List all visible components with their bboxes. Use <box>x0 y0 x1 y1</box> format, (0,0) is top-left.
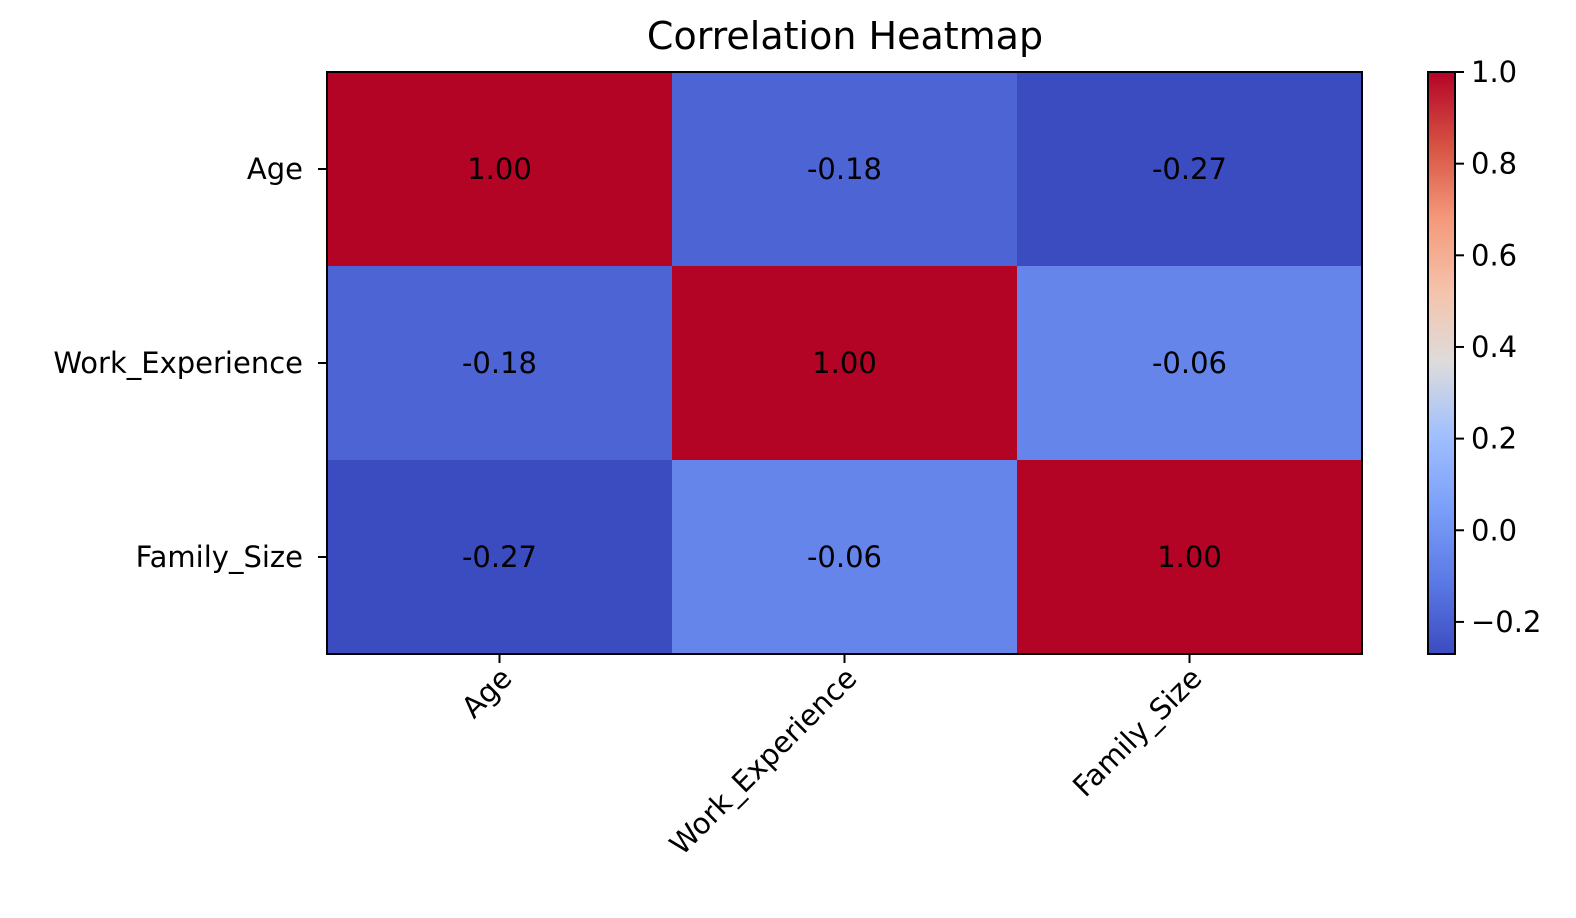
heatmap-cell-1-1 <box>672 266 1018 461</box>
colorbar-tick-label-4: 0.2 <box>1471 422 1517 456</box>
heatmap-cell-2-2 <box>1017 460 1363 655</box>
heatmap-cell-2-1 <box>672 460 1018 655</box>
cell-value-2-1: -0.06 <box>807 540 882 574</box>
heatmap-cell-1-2 <box>1017 266 1363 461</box>
colorbar-tick-label-0: 1.0 <box>1471 55 1517 89</box>
heatmap-cell-0-1 <box>672 72 1018 267</box>
cell-value-1-0: -0.18 <box>462 346 537 380</box>
cell-value-1-2: -0.06 <box>1152 346 1227 380</box>
cell-value-1-1: 1.00 <box>812 346 877 380</box>
cell-value-2-0: -0.27 <box>462 540 537 574</box>
colorbar: 1.0 0.8 0.6 0.4 0.2 0.0 −0.2 <box>1427 55 1541 655</box>
colorbar-tick-label-3: 0.4 <box>1471 330 1517 364</box>
heatmap-cell-labels: 1.00 -0.18 -0.27 -0.18 1.00 -0.06 -0.27 -0.06 1.… <box>462 152 1227 574</box>
cell-value-0-2: -0.27 <box>1152 152 1227 186</box>
colorbar-ticks: 1.0 0.8 0.6 0.4 0.2 0.0 −0.2 <box>1455 55 1541 639</box>
colorbar-tick-label-5: 0.0 <box>1471 513 1517 547</box>
y-tick-label-0: Age <box>247 152 303 186</box>
heatmap-cell-1-0 <box>327 266 673 461</box>
y-axis: Age Work_Experience Family_Size <box>53 152 327 574</box>
colorbar-tick-label-1: 0.8 <box>1471 147 1517 181</box>
heatmap-cells <box>327 72 1363 655</box>
cell-value-0-0: 1.00 <box>467 152 532 186</box>
heatmap-cell-0-2 <box>1017 72 1363 267</box>
colorbar-tick-label-2: 0.6 <box>1471 238 1517 272</box>
x-tick-label-0: Age <box>455 661 519 725</box>
y-tick-label-2: Family_Size <box>136 540 303 574</box>
cell-value-0-1: -0.18 <box>807 152 882 186</box>
colorbar-frame <box>1427 71 1456 655</box>
colorbar-gradient <box>1428 72 1455 654</box>
x-axis: Age Work_Experience Family_Size <box>455 654 1208 862</box>
heatmap-cell-2-0 <box>327 460 673 655</box>
chart-title: Correlation Heatmap <box>647 14 1043 58</box>
heatmap-cell-0-0 <box>327 72 673 267</box>
x-tick-label-1: Work_Experience <box>663 661 864 862</box>
cell-value-2-2: 1.00 <box>1157 540 1222 574</box>
colorbar-tick-label-6: −0.2 <box>1471 605 1541 639</box>
x-tick-label-2: Family_Size <box>1066 661 1208 803</box>
y-tick-label-1: Work_Experience <box>53 346 303 380</box>
